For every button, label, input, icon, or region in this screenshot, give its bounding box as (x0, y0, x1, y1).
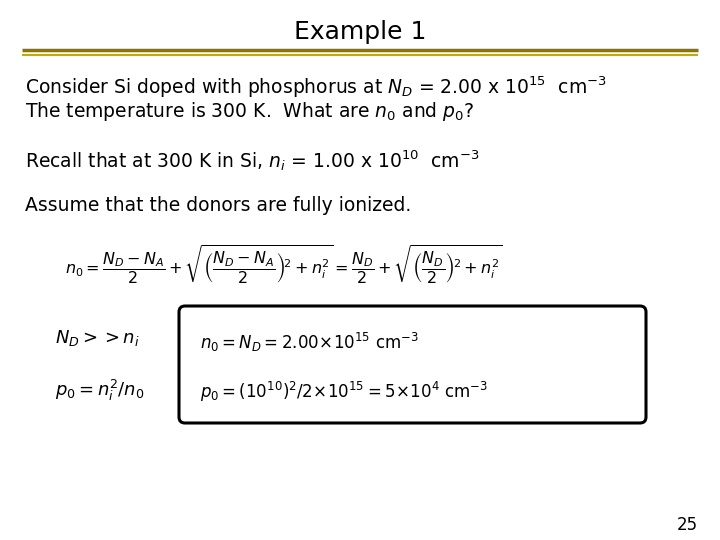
Text: $n_0 = \dfrac{N_D - N_A}{2} + \sqrt{\left(\dfrac{N_D - N_A}{2}\right)^{\!2} + n_: $n_0 = \dfrac{N_D - N_A}{2} + \sqrt{\lef… (65, 244, 503, 287)
FancyBboxPatch shape (179, 306, 646, 423)
Text: The temperature is 300 K.  What are $\mathit{n}_0$ and $\mathit{p}_0$?: The temperature is 300 K. What are $\mat… (25, 100, 474, 123)
Text: $p_0 = n_i^2/n_0$: $p_0 = n_i^2/n_0$ (55, 377, 145, 403)
Text: Consider Si doped with phosphorus at $\mathit{N_D}$ = 2.00 x 10$^{15}$  cm$^{-3}: Consider Si doped with phosphorus at $\m… (25, 75, 607, 100)
Text: Recall that at 300 K in Si, $\mathit{n_i}$ = 1.00 x 10$^{10}$  cm$^{-3}$: Recall that at 300 K in Si, $\mathit{n_i… (25, 148, 480, 173)
Text: $n_0 = N_D = 2.00\!\times\!10^{15}$ cm$^{-3}$: $n_0 = N_D = 2.00\!\times\!10^{15}$ cm$^… (200, 330, 419, 354)
Text: Example 1: Example 1 (294, 20, 426, 44)
Text: $p_0 = (10^{10})^2/2\!\times\!10^{15} = 5\!\times\!10^4$ cm$^{-3}$: $p_0 = (10^{10})^2/2\!\times\!10^{15} = … (200, 380, 488, 404)
Text: $N_D >> n_i$: $N_D >> n_i$ (55, 328, 140, 348)
Text: 25: 25 (677, 516, 698, 534)
Text: Assume that the donors are fully ionized.: Assume that the donors are fully ionized… (25, 196, 411, 215)
